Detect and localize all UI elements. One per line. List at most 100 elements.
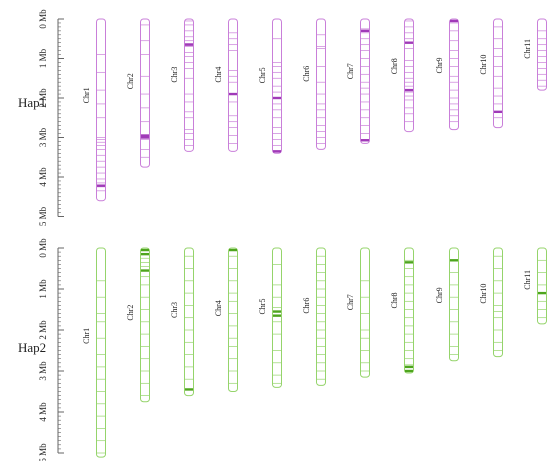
axis-tick-label: 3 Mb <box>38 361 48 381</box>
dense-feature-mark <box>405 369 413 373</box>
dense-feature-mark <box>450 259 458 262</box>
chromosome-label: Chr4 <box>214 67 223 83</box>
chromosome-label: Chr7 <box>346 63 355 79</box>
chromosome-body <box>316 247 326 386</box>
chromosome-chr7: Chr7 <box>346 18 370 144</box>
axis-tick-label: 1 Mb <box>38 279 48 299</box>
chromosome-label: Chr9 <box>435 57 444 73</box>
chromosome-label: Chr3 <box>170 302 179 318</box>
chromosome-chr10: Chr10 <box>479 247 503 358</box>
chromosome-body <box>360 18 370 144</box>
chromosome-chr6: Chr6 <box>302 247 326 386</box>
panel-label: Hap2 <box>18 340 46 355</box>
axis-tick-label: 5 Mb <box>38 443 48 461</box>
panel-hap1: Hap1 0 Mb 1 Mb 2 Mb 3 Mb 4 Mb 5 Mb Chr1 Chr2 Chr3… <box>18 9 547 226</box>
dense-feature-mark <box>361 139 369 142</box>
chromosome-label: Chr11 <box>523 39 532 59</box>
chromosome-label: Chr8 <box>390 293 399 309</box>
axis-tick-label: 4 Mb <box>38 402 48 422</box>
length-axis: 0 Mb 1 Mb 2 Mb 3 Mb 4 Mb 5 Mb <box>38 9 64 226</box>
chromosome-chr1: Chr1 <box>82 247 106 458</box>
dense-feature-mark <box>405 88 413 92</box>
chromosome-chr9: Chr9 <box>435 247 459 362</box>
dense-feature-mark <box>141 269 149 272</box>
dense-feature-mark <box>538 291 546 295</box>
chromosome-chr3: Chr3 <box>170 247 194 397</box>
chromosome-chr5: Chr5 <box>258 247 282 388</box>
chromosome-body <box>360 247 370 378</box>
chromosome-body <box>449 18 459 131</box>
chromosome-label: Chr10 <box>479 284 488 304</box>
chromosome-label: Chr6 <box>302 66 311 82</box>
chromosome-label: Chr1 <box>82 87 91 103</box>
length-axis: 0 Mb 1 Mb 2 Mb 3 Mb 4 Mb 5 Mb <box>38 238 64 461</box>
chromosome-label: Chr5 <box>258 299 267 315</box>
chromosome-body <box>228 18 238 152</box>
dense-feature-mark <box>273 310 281 313</box>
chromosome-chr10: Chr10 <box>479 18 503 129</box>
chromosome-body <box>96 18 106 202</box>
chromosome-label: Chr11 <box>523 270 532 290</box>
chromosome-chr5: Chr5 <box>258 18 282 154</box>
chromosome-label: Chr2 <box>126 73 135 89</box>
chromosome-body <box>537 247 547 325</box>
dense-feature-mark <box>450 19 458 23</box>
axis-tick-label: 5 Mb <box>38 206 48 226</box>
chromosome-chr7: Chr7 <box>346 247 370 378</box>
dense-feature-mark <box>273 150 281 153</box>
chromosome-chr4: Chr4 <box>214 247 238 392</box>
axis-tick-label: 3 Mb <box>38 127 48 147</box>
chromosome-chr11: Chr11 <box>523 247 547 325</box>
axis-tick-label: 2 Mb <box>38 320 48 340</box>
axis-tick-label: 1 Mb <box>38 48 48 68</box>
chromosome-label: Chr4 <box>214 300 223 316</box>
chromosome-body <box>184 247 194 397</box>
chromosome-chr2: Chr2 <box>126 247 150 403</box>
chromosome-label: Chr8 <box>390 58 399 74</box>
chromosome-body <box>140 18 150 168</box>
axis-tick-label: 0 Mb <box>38 238 48 258</box>
chromosome-body <box>404 247 414 374</box>
dense-feature-mark <box>185 43 193 46</box>
dense-feature-mark <box>273 96 281 100</box>
dense-feature-mark <box>229 248 237 252</box>
axis-tick-label: 0 Mb <box>38 9 48 29</box>
chromosome-body <box>316 18 326 150</box>
dense-feature-mark <box>141 136 149 139</box>
dense-feature-mark <box>141 248 149 252</box>
chromosome-chr8: Chr8 <box>390 18 414 133</box>
chromosome-body <box>404 18 414 133</box>
dense-feature-mark <box>141 134 149 137</box>
chromosome-body <box>272 247 282 388</box>
chromosome-label: Chr1 <box>82 328 91 344</box>
axis-tick-label: 4 Mb <box>38 167 48 187</box>
dense-feature-mark <box>405 261 413 264</box>
axis-tick-label: 2 Mb <box>38 88 48 108</box>
chromosome-body <box>184 18 194 152</box>
chromosome-body <box>140 247 150 403</box>
chromosome-body <box>96 247 106 458</box>
chromosome-label: Chr6 <box>302 298 311 314</box>
dense-feature-mark <box>97 184 105 187</box>
chromosome-chr8: Chr8 <box>390 247 414 374</box>
panel-hap2: Hap2 0 Mb 1 Mb 2 Mb 3 Mb 4 Mb 5 Mb Chr1 Chr2 Chr3… <box>18 238 547 461</box>
chromosome-chr3: Chr3 <box>170 18 194 152</box>
chromosome-body <box>537 18 547 91</box>
chromosome-chr1: Chr1 <box>82 18 106 202</box>
dense-feature-mark <box>405 41 413 44</box>
chromosome-label: Chr3 <box>170 67 179 83</box>
chromosome-chr6: Chr6 <box>302 18 326 150</box>
panel-label: Hap1 <box>18 95 46 110</box>
dense-feature-mark <box>229 92 237 96</box>
dense-feature-mark <box>273 314 281 317</box>
dense-feature-mark <box>361 29 369 33</box>
chromosome-chr4: Chr4 <box>214 18 238 152</box>
chromosome-body <box>493 247 503 358</box>
chromosome-label: Chr9 <box>435 287 444 303</box>
dense-feature-mark <box>405 365 413 369</box>
chromosome-chr11: Chr11 <box>523 18 547 91</box>
dense-feature-mark <box>141 252 149 256</box>
chromosome-label: Chr7 <box>346 294 355 310</box>
dense-feature-mark <box>185 388 193 391</box>
